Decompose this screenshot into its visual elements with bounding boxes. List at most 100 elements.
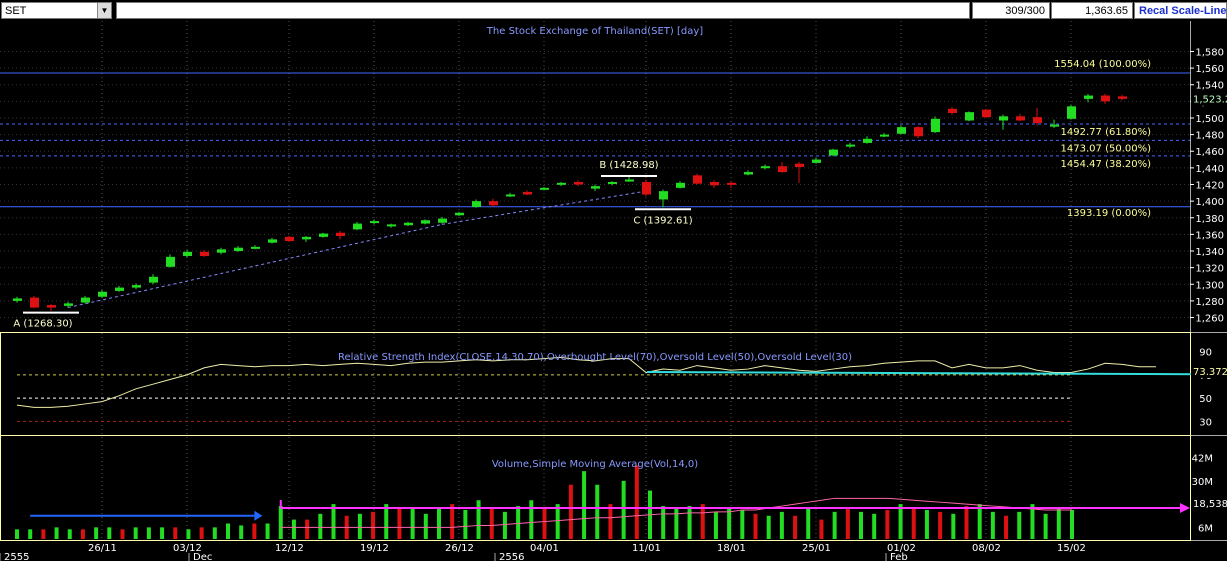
price-tick-label: 1,380 (1195, 214, 1224, 225)
volume-bar (529, 500, 534, 539)
candles (13, 93, 1127, 311)
volume-tick-label: 42M (1192, 454, 1213, 465)
symbol-select[interactable]: SET ▼ (1, 2, 112, 19)
price-tick-label: 1,260 (1195, 314, 1224, 325)
volume-bar (15, 529, 19, 539)
fib-label: 1454.47 (38.20%) (1061, 159, 1152, 170)
volume-bar (199, 527, 204, 539)
volume-bar (212, 527, 217, 539)
candle-body (880, 134, 889, 137)
panel-frames (0, 21, 1227, 541)
period-label: 2555 (4, 552, 29, 561)
volume-bar (582, 471, 587, 539)
volume-bar (173, 527, 178, 539)
candle-body (727, 182, 736, 185)
candle-body (506, 194, 515, 197)
volume-bar (160, 527, 165, 539)
candle-body (64, 303, 73, 306)
volume-bar (502, 511, 507, 539)
period-label: Dec (193, 552, 212, 561)
volume-tick-label: 30M (1192, 477, 1213, 488)
volume-bar (674, 508, 679, 539)
fib-label: 1393.19 (0.00%) (1067, 208, 1151, 219)
rsi-current-label: 73.3725 (1193, 367, 1227, 378)
volume-sma-line (280, 497, 1072, 528)
price-tick-label: 1,580 (1195, 47, 1224, 58)
candle-body (1118, 96, 1127, 99)
date-tick-label: 12/12 (275, 543, 304, 554)
rsi-tick-label: 50 (1199, 394, 1212, 405)
volume-bar (423, 513, 428, 539)
volume-bar (476, 500, 481, 539)
volume-bar (397, 508, 402, 539)
volume-bar (489, 508, 494, 539)
candle-body (642, 182, 651, 195)
candle-body (965, 112, 974, 121)
volume-bar (80, 529, 85, 539)
candle-body (285, 236, 294, 242)
symbol-value: SET (5, 5, 27, 17)
volume-bar (1043, 513, 1048, 539)
volume-bar (898, 504, 903, 539)
date-tick-label: 04/01 (530, 543, 559, 554)
date-tick-label: 15/02 (1057, 543, 1086, 554)
price-tick-label: 1,460 (1195, 147, 1224, 158)
rsi-title: Relative Strength Index(CLOSE,14,30,70),… (338, 352, 852, 363)
volume-bar (779, 511, 784, 539)
volume-bar (634, 465, 639, 539)
fibonacci-levels: 1554.04 (100.00%) 1492.77 (61.80%) 1473.07… (0, 59, 1190, 309)
price-tick-label: 1,280 (1195, 297, 1224, 308)
candle-body (999, 116, 1008, 121)
volume-bar (806, 508, 811, 539)
volume-bar (357, 513, 362, 539)
candle-body (897, 127, 906, 134)
volume-bar (608, 504, 613, 539)
date-tick-label: 01/02 (887, 543, 916, 554)
volume-bar (595, 484, 600, 539)
price-tick-label: 1,320 (1195, 264, 1224, 275)
volume-bar (1070, 509, 1074, 539)
candle-body (1016, 116, 1025, 121)
volume-bar (911, 508, 916, 539)
candle-body (149, 276, 158, 283)
rsi-frame (0, 332, 1191, 436)
period-label: Feb (890, 552, 908, 561)
candle-body (387, 224, 396, 227)
arrow-head-icon (254, 510, 263, 521)
volume-bar (318, 513, 323, 539)
volume-bar (766, 515, 771, 539)
volume-bar (28, 529, 33, 539)
candle-body (115, 287, 124, 291)
candle-body (319, 233, 328, 237)
candle-body (132, 285, 141, 288)
candle-body (778, 166, 787, 173)
volume-bar (977, 504, 982, 539)
chevron-down-icon[interactable]: ▼ (97, 3, 111, 18)
volume-bar (938, 511, 943, 539)
recal-scale-line-button[interactable]: Recal Scale-Line (1134, 2, 1227, 19)
stock-chart: 1554.04 (100.00%) 1492.77 (61.80%) 1473.07… (0, 21, 1227, 561)
candle-body (353, 223, 362, 230)
volume-bar (384, 504, 389, 539)
volume-bar (555, 504, 560, 539)
chart-title: The Stock Exchange of Thailand(SET) [day… (486, 26, 703, 37)
volume-bar (924, 509, 929, 539)
volume-bar (819, 519, 824, 539)
price-tick-label: 1,340 (1195, 247, 1224, 258)
volume-bar (133, 527, 138, 539)
candle-body (98, 291, 107, 297)
volume-bar (1004, 515, 1009, 539)
volume-bar (859, 511, 863, 539)
volume-bar (278, 506, 283, 539)
volume-bar (305, 519, 310, 539)
fib-label: 1554.04 (100.00%) (1054, 59, 1151, 70)
candle-body (557, 182, 566, 185)
rsi-panel (16, 356, 1227, 422)
volume-bar (687, 506, 692, 539)
axes: 1,260 1,280 1,300 1,320 1,340 1,360 1,380 1,400… (0, 47, 1227, 561)
volume-bar (832, 511, 837, 539)
candle-body (370, 221, 379, 224)
volume-bar (964, 506, 969, 539)
candle-body (13, 298, 22, 301)
candle-body (251, 246, 260, 249)
